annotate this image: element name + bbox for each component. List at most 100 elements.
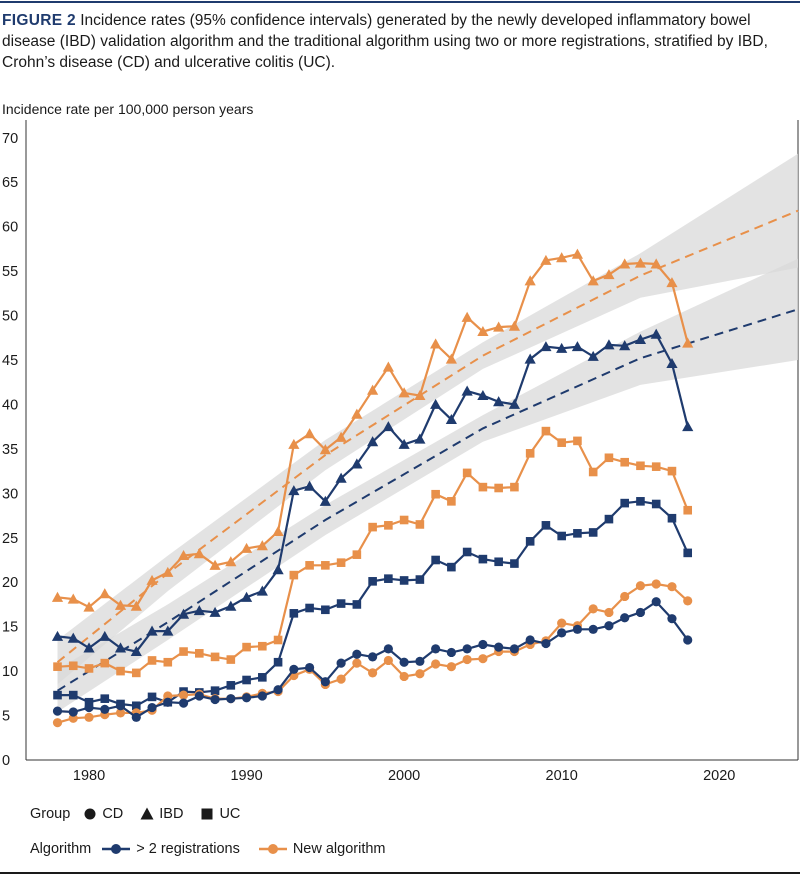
point-uc-old xyxy=(683,548,693,558)
point-uc-new xyxy=(651,462,661,471)
point-uc-old xyxy=(336,599,346,608)
point-ibd-new xyxy=(272,525,284,537)
point-cd-old xyxy=(572,624,583,634)
point-ibd-old xyxy=(603,339,615,350)
y-tick-label: 65 xyxy=(2,175,18,191)
point-cd-old xyxy=(509,644,520,654)
point-uc-old xyxy=(352,600,362,609)
point-ibd-new xyxy=(367,384,379,395)
point-uc-old xyxy=(242,675,251,685)
point-ibd-old xyxy=(461,385,473,396)
point-uc-new xyxy=(447,497,456,506)
point-uc-new xyxy=(116,666,125,676)
point-ibd-new xyxy=(556,252,568,263)
point-cd-new xyxy=(383,655,393,666)
y-tick-label: 45 xyxy=(2,353,18,369)
point-uc-old xyxy=(289,609,299,618)
point-uc-old xyxy=(53,690,62,700)
point-cd-new xyxy=(620,591,630,602)
point-ibd-old xyxy=(146,625,158,636)
legend-item-uc: UC xyxy=(219,806,241,822)
point-ibd-old xyxy=(508,398,521,409)
y-tick-label: 0 xyxy=(2,753,10,769)
y-tick-label: 55 xyxy=(2,264,18,280)
point-cd-old xyxy=(178,698,189,708)
confidence-band-old xyxy=(57,258,798,712)
point-uc-old xyxy=(636,497,645,506)
point-cd-old xyxy=(368,652,378,662)
point-uc-new xyxy=(588,467,598,477)
point-uc-new xyxy=(273,635,283,645)
point-cd-old xyxy=(68,707,78,717)
point-uc-new xyxy=(557,438,566,447)
point-uc-new xyxy=(399,515,409,525)
confidence-band-new xyxy=(57,153,798,685)
point-ibd-new xyxy=(445,353,457,364)
point-uc-new xyxy=(604,453,614,463)
point-cd-new xyxy=(368,668,378,678)
point-ibd-new xyxy=(634,257,647,268)
point-uc-old xyxy=(321,605,330,615)
point-ibd-old xyxy=(540,341,552,352)
point-ibd-old xyxy=(493,396,505,407)
point-uc-new xyxy=(163,657,173,667)
y-tick-label: 40 xyxy=(2,397,18,413)
point-cd-old xyxy=(415,656,425,666)
new-algorithm-swatch xyxy=(258,844,287,854)
point-uc-new xyxy=(195,649,204,658)
point-uc-old xyxy=(462,547,472,557)
point-uc-old xyxy=(368,577,377,586)
point-ibd-new xyxy=(225,556,237,567)
point-ibd-old xyxy=(351,458,363,469)
point-cd-old xyxy=(478,639,488,650)
point-uc-new xyxy=(541,426,551,436)
y-tick-label: 30 xyxy=(2,486,18,502)
point-ibd-new xyxy=(114,599,127,610)
point-ibd-new xyxy=(666,277,678,288)
point-cd-old xyxy=(226,694,236,704)
point-cd-old xyxy=(446,647,456,658)
point-ibd-new xyxy=(335,431,347,442)
point-ibd-old xyxy=(272,564,284,575)
point-uc-new xyxy=(100,658,110,668)
point-uc-new xyxy=(368,522,377,532)
point-ibd-old xyxy=(414,433,426,444)
point-ibd-old xyxy=(682,421,694,432)
point-uc-old xyxy=(258,673,267,682)
legend-item-old: > 2 registrations xyxy=(136,841,240,857)
point-uc-old xyxy=(557,531,566,541)
point-ibd-old xyxy=(335,472,347,483)
point-uc-new xyxy=(53,662,62,671)
point-uc-old xyxy=(384,574,393,583)
point-ibd-new xyxy=(682,337,694,348)
y-tick-label: 25 xyxy=(2,531,18,547)
point-cd-old xyxy=(210,694,220,705)
point-ibd-old xyxy=(619,340,631,351)
point-ibd-new xyxy=(398,387,410,398)
point-cd-new xyxy=(588,604,598,614)
point-cd-old xyxy=(604,621,614,631)
x-tick-label: 2020 xyxy=(703,768,735,784)
y-tick-label: 15 xyxy=(2,620,18,636)
point-uc-new xyxy=(131,668,141,678)
point-uc-old xyxy=(494,557,503,567)
point-ibd-old xyxy=(51,630,64,641)
point-ibd-new xyxy=(162,566,174,577)
point-uc-new xyxy=(415,520,425,529)
point-cd-old xyxy=(635,607,646,618)
point-cd-new xyxy=(557,618,567,628)
point-cd-old xyxy=(147,702,157,713)
point-ibd-old xyxy=(114,642,127,653)
point-ibd-new xyxy=(461,311,473,322)
point-uc-new xyxy=(179,647,188,656)
y-tick-label: 35 xyxy=(2,442,18,458)
point-cd-old xyxy=(651,597,661,607)
point-cd-old xyxy=(289,664,299,674)
point-ibd-new xyxy=(130,600,142,611)
point-ibd-new xyxy=(430,338,442,349)
point-uc-old xyxy=(510,559,519,568)
point-ibd-old xyxy=(430,398,442,409)
point-cd-old xyxy=(588,624,598,634)
point-ibd-new xyxy=(193,548,205,559)
